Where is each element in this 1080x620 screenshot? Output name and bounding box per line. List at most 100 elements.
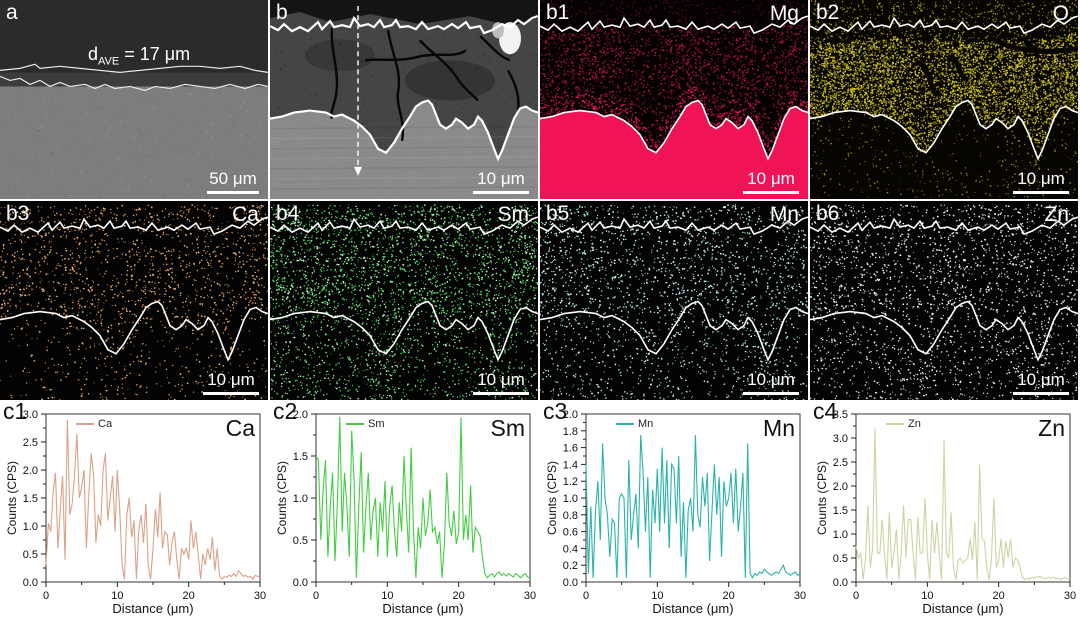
speckle-dots — [270, 305, 538, 400]
speckle-dots — [0, 87, 268, 199]
panel-b1-mg-map: b1 Mg 10 μm — [540, 0, 808, 199]
chart-title-sm: Sm — [491, 415, 526, 442]
y-axis-label: Counts (CPS) — [545, 461, 559, 535]
legend-swatch — [886, 423, 904, 425]
x-axis-label: Distance (μm) — [382, 601, 463, 616]
eds-map-mn — [540, 201, 808, 400]
speckle-dots — [540, 86, 808, 154]
panel-label-b4: b4 — [276, 202, 299, 226]
legend-swatch — [616, 423, 634, 425]
chart-title-zn: Zn — [1038, 415, 1065, 442]
legend-label: Mn — [638, 418, 653, 430]
legend-swatch — [346, 423, 364, 425]
scale-bar-line — [473, 191, 529, 194]
eds-map-mg — [540, 0, 808, 199]
chart-label-c2: c2 — [273, 398, 297, 425]
speckle-dots — [540, 204, 808, 353]
panel-label-b3: b3 — [6, 202, 29, 226]
panel-label-a: a — [6, 1, 18, 25]
legend-swatch — [76, 423, 94, 425]
legend-label: Ca — [98, 418, 112, 430]
element-label-mn: Mn — [770, 203, 799, 227]
line-chart-mn: 0.00.20.40.60.81.01.21.41.61.82.00 10 20 30 — [563, 409, 806, 602]
eds-map-o — [810, 0, 1078, 199]
eds-map-sm — [270, 201, 538, 400]
panel-label-b: b — [276, 1, 288, 25]
profile-line-zn — [855, 428, 1071, 581]
legend-label: Sm — [368, 418, 385, 430]
speckle-dots — [810, 0, 1078, 46]
panel-label-b2: b2 — [816, 1, 839, 25]
chart-label-c3: c3 — [543, 398, 567, 425]
speckle-dots — [270, 106, 537, 199]
scale-bar-b6: 10 μm — [1013, 370, 1069, 395]
panel-label-b5: b5 — [546, 202, 569, 226]
panel-b5-mn-map: b5 Mn 10 μm — [540, 201, 808, 400]
eds-map-ca — [0, 201, 268, 400]
panel-b3-ca-map: b3 Ca 10 μm — [0, 201, 268, 400]
x-axis-label: Distance (μm) — [652, 601, 733, 616]
x-axis-label: Distance (μm) — [922, 601, 1003, 616]
scale-bar-b1: 10 μm — [743, 169, 799, 194]
speckle-dots — [270, 24, 538, 156]
scale-bar-b: 10 μm — [473, 169, 529, 194]
scale-bar-line — [743, 191, 799, 194]
element-label-mg: Mg — [770, 2, 799, 26]
scale-bar-line — [207, 191, 259, 194]
line-chart-ca: 0.00.51.01.52.02.53.00 10 20 30 — [23, 409, 266, 602]
element-label-sm: Sm — [498, 203, 530, 227]
chart-c1-ca-profile: 0.0 0.5 1.0 1.5 2.0 2.5 3.0 0 10 20 30 c1 Ca Ca Co… — [0, 398, 270, 620]
chart-c4-zn-profile: 0.0 0.5 1.0 1.5 2.0 2.5 3.0 3.5 0 10 20 30 c4 Zn Zn… — [810, 398, 1080, 620]
panel-b-sem-cross-section: b 10 μm — [270, 0, 538, 199]
line-chart-zn: 0.00.51.01.52.02.53.03.50 10 20 30 — [833, 409, 1076, 602]
speckle-dots — [270, 204, 538, 357]
element-label-zn: Zn — [1044, 203, 1069, 227]
scale-bar-line — [1013, 392, 1069, 395]
y-axis-label: Counts (CPS) — [815, 461, 829, 535]
scale-bar-line — [1013, 191, 1069, 194]
panel-b6-zn-map: b6 Zn 10 μm — [810, 201, 1078, 400]
speckle-dots — [540, 0, 808, 31]
panel-b4-sm-map: b4 Sm 10 μm — [270, 201, 538, 400]
average-depth-annotation: dAVE = 17 μm — [88, 44, 190, 68]
profile-line-mn — [585, 434, 801, 579]
eds-map-zn — [810, 201, 1078, 400]
sem-image-b — [270, 0, 538, 199]
scale-bar-b3: 10 μm — [203, 370, 259, 395]
chart-label-c1: c1 — [3, 398, 27, 425]
speckle-dots — [540, 303, 808, 400]
speckle-dots — [810, 103, 1078, 199]
panel-label-b6: b6 — [816, 202, 839, 226]
speckle-dots — [5, 2, 268, 69]
chart-c2-sm-profile: 0.0 0.5 1.0 1.5 2.0 0 10 20 30 c2 Sm Sm Counts (… — [270, 398, 540, 620]
axis-ticks: 0.00.51.01.52.02.53.03.50 10 20 30 — [833, 409, 1076, 602]
axis-ticks: 0.00.51.01.52.00 10 20 30 — [293, 409, 536, 602]
profile-line-ca — [45, 419, 261, 581]
scale-bar-b4: 10 μm — [473, 370, 529, 395]
legend-zn: Zn — [886, 418, 921, 430]
y-axis-label: Counts (CPS) — [275, 461, 289, 535]
y-axis-label: Counts (CPS) — [5, 461, 19, 535]
legend-sm: Sm — [346, 418, 385, 430]
legend-ca: Ca — [76, 418, 112, 430]
axis-ticks: 0.00.51.01.52.02.53.00 10 20 30 — [23, 409, 266, 602]
axis-ticks: 0.00.20.40.60.81.01.21.41.61.82.00 10 20 30 — [563, 409, 806, 602]
scale-bar-line — [473, 392, 529, 395]
element-label-ca: Ca — [232, 203, 259, 227]
sem-image-a — [0, 0, 268, 199]
speckle-dots — [540, 18, 808, 157]
scale-bar-a: 50 μm — [207, 169, 259, 194]
panel-a-sem: a dAVE = 17 μm 50 μm — [0, 0, 268, 199]
element-label-o: O — [1053, 2, 1069, 26]
line-chart-sm: 0.00.51.01.52.00 10 20 30 — [293, 409, 536, 602]
x-axis-label: Distance (μm) — [112, 601, 193, 616]
scale-bar-line — [203, 392, 259, 395]
legend-mn: Mn — [616, 418, 653, 430]
chart-c3-mn-profile: 0.0 0.2 0.4 0.6 0.8 1.0 1.2 1.4 1.6 1.8 2.0 0 10 20 30… — [540, 398, 810, 620]
scale-bar-b5: 10 μm — [743, 370, 799, 395]
chart-title-mn: Mn — [763, 415, 795, 442]
chart-label-c4: c4 — [813, 398, 837, 425]
panel-b2-o-map: b2 O 10 μm — [810, 0, 1078, 199]
chart-title-ca: Ca — [226, 415, 255, 442]
